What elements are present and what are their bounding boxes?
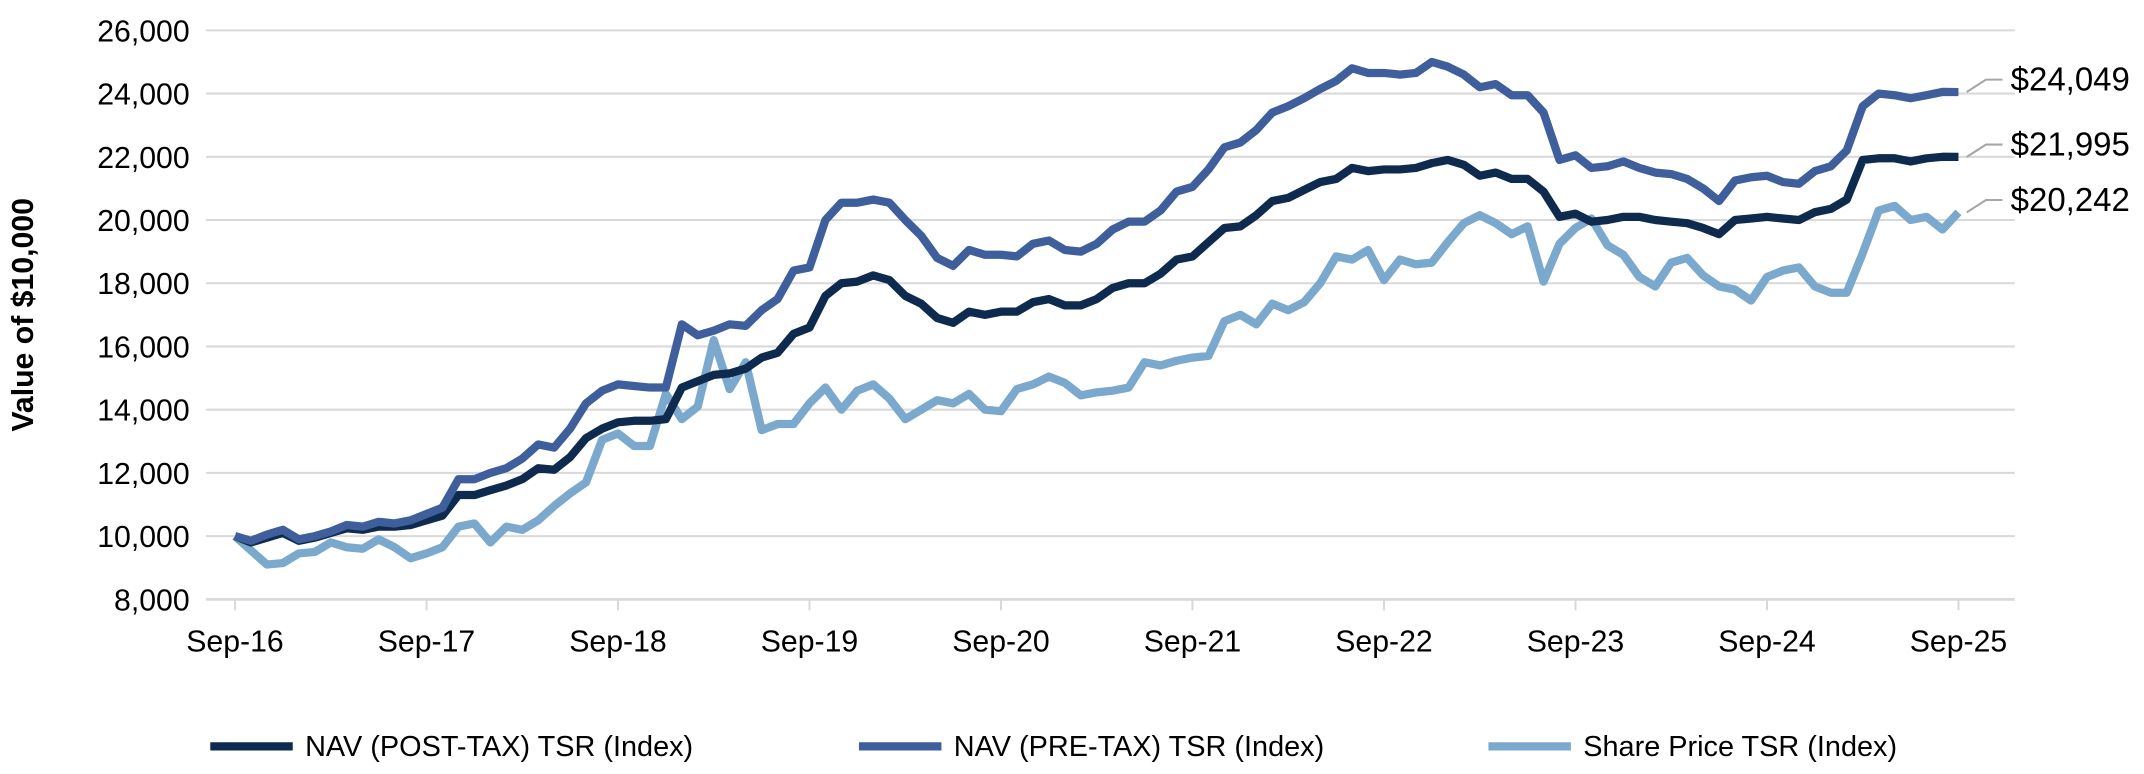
y-tick-label: 12,000 — [97, 458, 189, 491]
legend-item-share-price: Share Price TSR (Index) — [1488, 731, 1897, 763]
x-tick-label: Sep-17 — [378, 626, 475, 659]
end-labels: $21,995 $24,049 $20,242 — [1966, 61, 2130, 218]
y-tick-label: 22,000 — [97, 142, 189, 175]
end-label-leader — [1966, 78, 2003, 93]
x-tick-label: Sep-19 — [761, 626, 858, 659]
y-tick-label: 10,000 — [97, 521, 189, 554]
x-axis: Sep-16 Sep-17 Sep-18 Sep-19 Sep-20 Sep-21 Sep-… — [186, 597, 2015, 659]
series-lines — [232, 57, 1962, 569]
y-axis-ticks: 8,000 10,000 12,000 14,000 16,000 18,000 20,00… — [97, 15, 189, 617]
y-tick-label: 8,000 — [114, 584, 190, 617]
series-line — [233, 57, 1959, 545]
legend-label-pre-tax: NAV (PRE-TAX) TSR (Index) — [954, 731, 1324, 763]
legend-label-share-price: Share Price TSR (Index) — [1583, 731, 1897, 763]
x-tick-label: Sep-25 — [1910, 626, 2007, 659]
series-line — [232, 201, 1962, 569]
y-tick-label: 16,000 — [97, 331, 189, 364]
y-tick-label: 14,000 — [97, 395, 189, 428]
x-tick-label: Sep-22 — [1335, 626, 1432, 659]
y-axis-label: Value of $10,000 — [7, 198, 40, 432]
x-tick-label: Sep-16 — [186, 626, 283, 659]
x-tick-label: Sep-23 — [1527, 626, 1624, 659]
series-line — [233, 152, 1959, 547]
gridlines — [206, 29, 2015, 538]
y-tick-label: 24,000 — [97, 79, 189, 112]
x-tick-label: Sep-24 — [1718, 626, 1815, 659]
y-tick-label: 26,000 — [97, 15, 189, 48]
end-label-leader — [1966, 143, 2003, 158]
end-value-label: $21,995 — [2011, 126, 2130, 163]
end-label-leader — [1966, 198, 2003, 214]
end-value-label: $24,049 — [2011, 61, 2130, 98]
legend-item-pre-tax: NAV (PRE-TAX) TSR (Index) — [858, 731, 1324, 763]
legend-item-post-tax: NAV (POST-TAX) TSR (Index) — [210, 731, 693, 763]
x-tick-label: Sep-21 — [1144, 626, 1241, 659]
x-tick-label: Sep-18 — [569, 626, 666, 659]
end-value-label: $20,242 — [2011, 181, 2130, 218]
legend-label-post-tax: NAV (POST-TAX) TSR (Index) — [305, 731, 693, 763]
y-tick-label: 20,000 — [97, 205, 189, 238]
legend: NAV (POST-TAX) TSR (Index) NAV (PRE-TAX)… — [210, 731, 1897, 763]
y-tick-label: 18,000 — [97, 268, 189, 301]
x-tick-label: Sep-20 — [952, 626, 1049, 659]
